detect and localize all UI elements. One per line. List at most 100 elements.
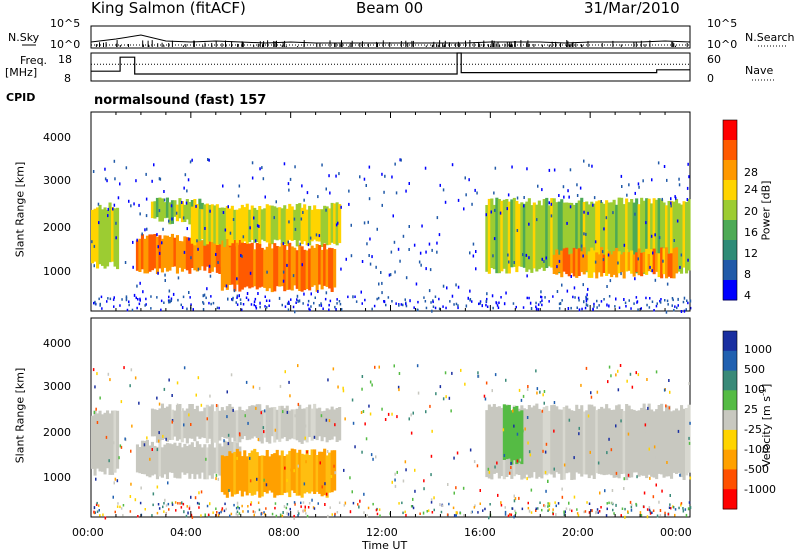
power-region-6-cell [582,247,586,275]
velocity-scatter-cell [655,483,657,487]
power-ground-cell [667,303,669,306]
velocity-region-2-cell [268,407,272,444]
velocity-scatter-cell [369,380,372,384]
velocity-ground-cell [583,510,585,514]
velocity-region-4-cell [535,403,539,479]
velocity-scatter-cell [215,477,217,481]
power-scatter-cell [670,204,672,208]
velocity-scatter-cell [530,488,533,492]
velocity-region-2-cell [208,406,212,439]
velocity-ground-cell [652,509,655,512]
power-scatter-cell [431,309,433,313]
velocity-ytick-2000: 2000 [43,426,71,439]
velocity-ground-cell [198,506,200,509]
power-scatter-cell [585,303,588,307]
power-ground-cell [373,304,376,308]
power-ground-cell [287,300,290,304]
velocity-scatter-cell [293,469,295,473]
xtick-2400: 00:00 [660,526,692,539]
velocity-region-4-cell [500,407,504,477]
velocity-region-4-cell [560,409,564,480]
power-ground-cell [334,305,336,309]
velocity-scatter-cell [453,491,455,495]
power-ground-cell [581,307,583,311]
power-scatter-cell [289,177,292,181]
power-scatter-cell [548,168,551,172]
velocity-scatter-cell [615,503,617,507]
power-scatter-cell [309,236,312,240]
velocity-ground-cell [621,507,624,510]
velocity-scatter-cell [93,506,96,510]
power-region-3-cell [190,206,194,244]
velocity-scatter-cell [643,491,646,495]
velocity-scatter-cell [544,450,547,454]
velocity-scatter-cell [513,494,515,498]
power-scatter-cell [254,239,257,243]
power-ground-cell [189,296,191,299]
power-ground-cell [689,306,692,310]
velocity-ground-cell [548,504,551,507]
power-ylabel: Slant Range [km] [13,161,27,258]
velocity-scatter-cell [260,411,262,415]
velocity-scatter-cell [200,490,203,494]
velocity-scatter-cell [265,483,268,487]
velocity-region-1-cell [205,447,209,480]
power-ground-cell [442,305,444,308]
power-scatter-cell [197,247,199,251]
power-region-5-cell [547,205,551,267]
velocity-ground-cell [627,510,629,513]
power-ground-cell [231,298,234,302]
velocity-scatter-cell [487,467,490,471]
power-region-4-cell [310,245,314,287]
power-scatter-cell [132,240,134,244]
velocity-ground-cell [275,514,278,518]
power-scatter-cell [299,242,301,246]
power-ground-cell [572,295,574,299]
power-ground-cell [637,308,639,311]
velocity-scatter-cell [541,409,544,413]
velocity-region-3-cell [285,454,289,493]
power-ground-cell [395,302,397,305]
power-ground-cell [586,297,589,301]
velocity-region-3-cell [248,453,252,494]
velocity-region-2-cell [273,407,277,443]
velocity-region-3-cell [288,450,292,498]
velocity-scatter-cell [627,473,630,477]
power-ground-cell [423,296,425,299]
velocity-cbar-tick-100: 100 [744,383,765,396]
velocity-scatter-cell [274,428,277,432]
power-scatter-cell [634,212,636,216]
power-region-5-cell [532,202,536,269]
power-ground-cell [486,305,489,308]
power-region-5-cell [485,205,489,272]
power-ground-cell [125,297,128,300]
velocity-ground-cell [530,511,533,514]
power-ground-cell [576,306,578,309]
power-scatter-cell [296,294,299,298]
velocity-region-4-cell [627,405,631,478]
power-scatter-cell [136,284,138,288]
power-region-3-cell [323,205,327,244]
velocity-scatter-cell [476,464,479,468]
velocity-ground-cell [649,512,652,515]
power-scatter-cell [418,260,421,264]
power-scatter-cell [325,291,328,295]
velocity-scatter-cell [324,482,326,486]
velocity-region-1-cell [203,444,207,480]
velocity-scatter-cell [644,423,647,427]
velocity-ground-cell [300,505,302,508]
velocity-scatter-cell [330,475,333,478]
velocity-region-2-cell [198,411,202,439]
velocity-region-2-cell [205,404,209,444]
power-scatter-cell [249,226,251,230]
velocity-ground-cell [217,514,220,517]
power-scatter-cell [606,285,608,288]
power-scatter-cell [675,196,677,200]
velocity-ground-cell [510,513,513,516]
velocity-scatter-cell [687,507,690,511]
power-region-3-cell [258,206,262,246]
velocity-region-3-cell [243,450,247,492]
velocity-ground-cell [376,512,379,516]
velocity-region-2-cell [170,409,174,440]
power-scatter-cell [306,191,309,195]
